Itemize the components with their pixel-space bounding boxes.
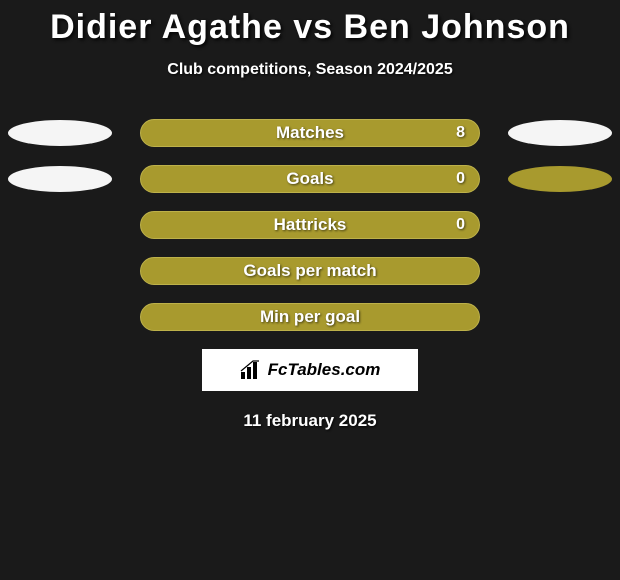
date-text: 11 february 2025 bbox=[0, 411, 620, 431]
stat-row: Min per goal bbox=[0, 303, 620, 331]
left-pill bbox=[8, 120, 112, 146]
right-pill bbox=[508, 166, 612, 192]
stat-label: Goals per match bbox=[243, 261, 376, 281]
chart-icon bbox=[240, 360, 262, 380]
stat-value: 0 bbox=[456, 216, 465, 234]
page-subtitle: Club competitions, Season 2024/2025 bbox=[0, 61, 620, 79]
stat-label: Goals bbox=[286, 169, 333, 189]
stat-row: Goals per match bbox=[0, 257, 620, 285]
stat-row: Matches 8 bbox=[0, 119, 620, 147]
stat-label: Hattricks bbox=[274, 215, 347, 235]
stat-label: Min per goal bbox=[260, 307, 360, 327]
right-pill bbox=[508, 120, 612, 146]
brand-text: FcTables.com bbox=[268, 360, 381, 380]
stat-rows: Matches 8 Goals 0 Hattricks 0 Goals per match M… bbox=[0, 119, 620, 331]
stat-label: Matches bbox=[276, 123, 344, 143]
page-title: Didier Agathe vs Ben Johnson bbox=[0, 8, 620, 47]
stat-bar: Min per goal bbox=[140, 303, 480, 331]
stat-bar: Matches 8 bbox=[140, 119, 480, 147]
stat-bar: Goals per match bbox=[140, 257, 480, 285]
left-pill bbox=[8, 166, 112, 192]
stat-row: Goals 0 bbox=[0, 165, 620, 193]
stat-value: 0 bbox=[456, 170, 465, 188]
stat-bar: Goals 0 bbox=[140, 165, 480, 193]
stat-value: 8 bbox=[456, 124, 465, 142]
stat-bar: Hattricks 0 bbox=[140, 211, 480, 239]
stat-row: Hattricks 0 bbox=[0, 211, 620, 239]
brand-badge: FcTables.com bbox=[202, 349, 418, 391]
